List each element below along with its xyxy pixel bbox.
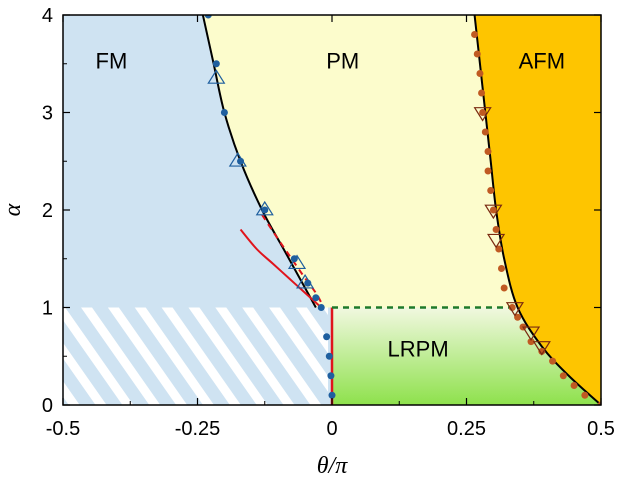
blue-data-point — [323, 333, 331, 341]
lrpm-region — [332, 307, 601, 405]
orange-data-point — [476, 70, 484, 77]
orange-data-point — [487, 187, 495, 194]
region-label-afm: AFM — [519, 49, 565, 74]
y-tick-label: 2 — [42, 200, 53, 222]
red-solid-line — [239, 228, 322, 309]
orange-data-point — [484, 167, 492, 175]
orange-data-point — [538, 347, 546, 355]
x-tick-label: -0.5 — [46, 418, 80, 440]
blue-data-point — [317, 304, 325, 311]
blue-data-point — [212, 60, 220, 68]
blue-data-point — [327, 372, 335, 380]
blue-data-point — [312, 294, 320, 302]
orange-data-point — [514, 313, 522, 321]
up-triangle-point — [296, 273, 315, 289]
orange-data-point — [500, 284, 508, 292]
down-triangle-point — [473, 107, 492, 122]
orange-data-point — [481, 128, 489, 136]
x-tick-label: 0.25 — [447, 418, 486, 440]
orange-data-point — [471, 31, 479, 38]
x-tick-label: -0.25 — [175, 418, 221, 440]
red-dashed-line — [261, 214, 323, 304]
blue-data-point — [325, 352, 333, 360]
orange-data-point — [492, 226, 500, 233]
region-label-fm: FM — [96, 49, 128, 74]
x-tick-label: 0 — [326, 418, 337, 440]
down-triangle-point — [505, 302, 525, 317]
blue-data-point — [261, 206, 269, 214]
up-triangle-point — [287, 254, 307, 270]
orange-data-point — [479, 109, 487, 116]
x-axis-title: θ/π — [317, 453, 348, 479]
orange-data-point — [597, 401, 601, 405]
orange-data-point — [559, 372, 567, 380]
y-tick-label: 4 — [42, 5, 53, 27]
up-triangle-point — [207, 69, 226, 84]
blue-data-point — [328, 391, 336, 399]
orange-data-point — [495, 245, 503, 253]
orange-data-point — [570, 382, 578, 389]
blue-data-point — [220, 109, 228, 116]
orange-data-point — [478, 89, 486, 97]
down-triangle-point — [487, 233, 506, 249]
orange-data-point — [489, 206, 497, 214]
orange-data-point — [497, 265, 505, 272]
region-label-pm: PM — [326, 49, 359, 74]
blue-data-point — [204, 15, 212, 19]
hatched-region — [63, 307, 328, 405]
down-triangle-point — [521, 326, 541, 342]
y-tick-label: 0 — [42, 395, 53, 417]
region-label-lrpm: LRPM — [388, 336, 449, 361]
orange-data-point — [484, 148, 492, 155]
y-tick-label: 3 — [42, 103, 53, 125]
orange-data-point — [473, 50, 481, 58]
up-triangle-point — [228, 152, 247, 167]
down-triangle-point — [484, 204, 503, 220]
up-triangle-point — [255, 200, 274, 216]
y-axis-title: α — [0, 203, 26, 216]
orange-data-point — [549, 357, 557, 365]
orange-data-point — [527, 338, 535, 346]
x-tick-label: 0.5 — [587, 418, 615, 440]
afm-region — [474, 15, 601, 405]
down-triangle-point — [532, 341, 551, 356]
y-tick-label: 1 — [42, 298, 53, 320]
orange-data-point — [581, 391, 589, 399]
